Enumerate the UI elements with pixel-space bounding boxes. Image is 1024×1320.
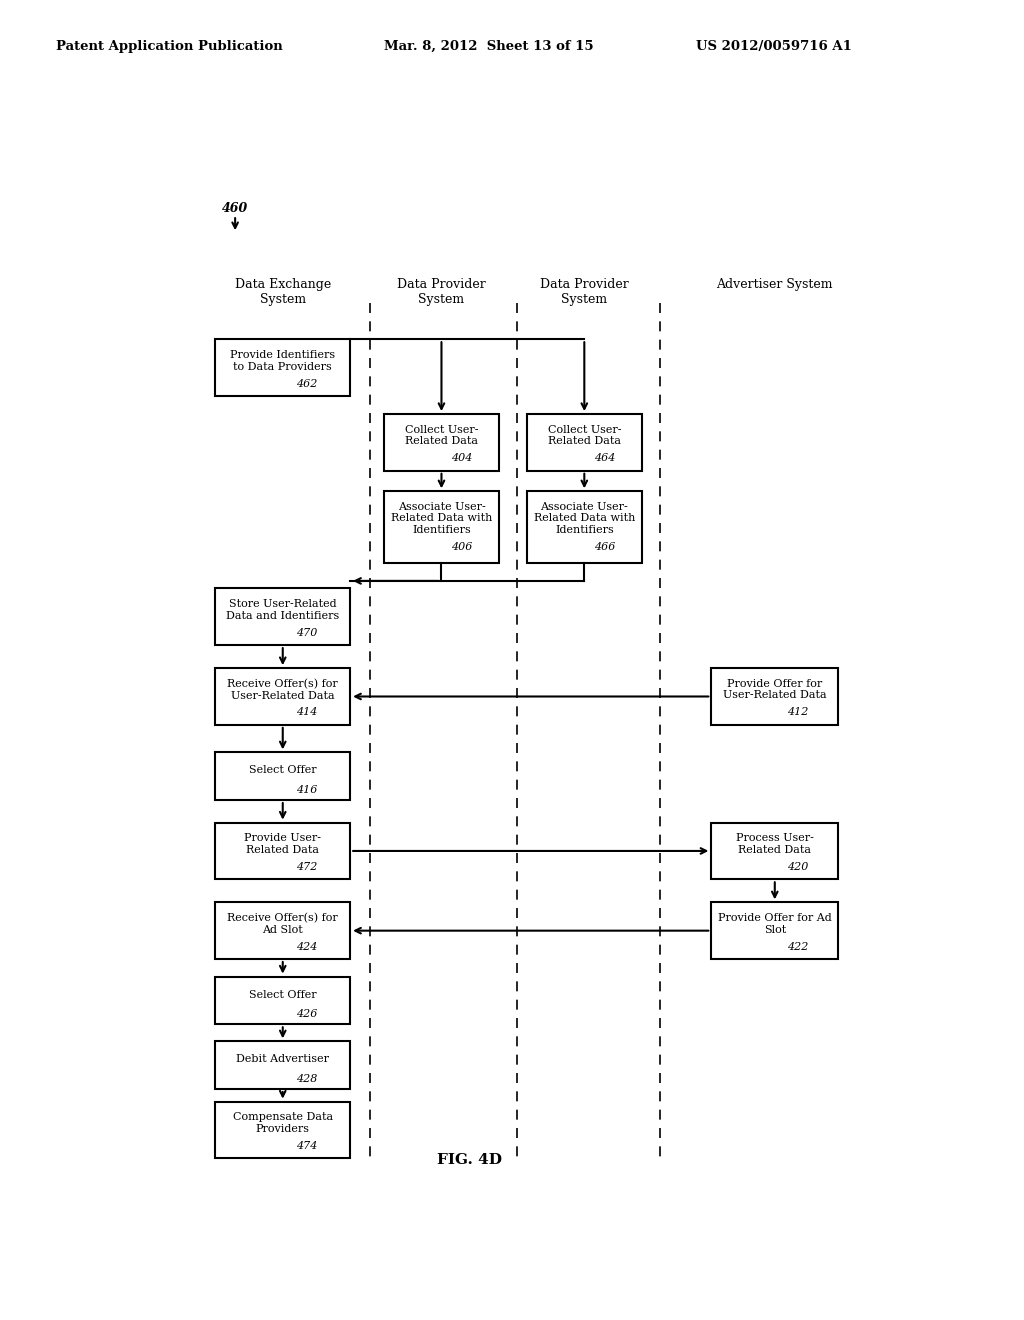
Text: 422: 422 — [787, 941, 808, 952]
Bar — [215, 752, 350, 800]
Text: 466: 466 — [594, 543, 615, 552]
Bar — [215, 339, 350, 396]
Text: 464: 464 — [594, 453, 615, 463]
Text: Mar. 8, 2012  Sheet 13 of 15: Mar. 8, 2012 Sheet 13 of 15 — [384, 40, 594, 53]
Text: Advertiser System: Advertiser System — [717, 279, 834, 290]
Text: 412: 412 — [787, 708, 808, 717]
Text: Associate User-
Related Data with
Identifiers: Associate User- Related Data with Identi… — [391, 502, 493, 535]
Bar — [526, 414, 642, 471]
Text: 462: 462 — [296, 379, 317, 388]
Bar — [215, 903, 350, 960]
Text: Select Offer: Select Offer — [249, 766, 316, 775]
Bar — [215, 822, 350, 879]
Bar — [215, 589, 350, 645]
Text: 428: 428 — [296, 1073, 317, 1084]
Text: Provide User-
Related Data: Provide User- Related Data — [245, 833, 322, 855]
Text: Receive Offer(s) for
User-Related Data: Receive Offer(s) for User-Related Data — [227, 678, 338, 701]
Bar — [384, 414, 499, 471]
Text: 404: 404 — [452, 453, 473, 463]
Text: Data Provider
System: Data Provider System — [397, 279, 485, 306]
Bar — [215, 977, 350, 1024]
Text: Provide Offer for Ad
Slot: Provide Offer for Ad Slot — [718, 913, 831, 935]
Bar — [712, 822, 839, 879]
Text: US 2012/0059716 A1: US 2012/0059716 A1 — [696, 40, 852, 53]
Text: Collect User-
Related Data: Collect User- Related Data — [404, 425, 478, 446]
Text: 420: 420 — [787, 862, 808, 871]
Text: FIG. 4D: FIG. 4D — [437, 1152, 502, 1167]
Text: 460: 460 — [221, 202, 248, 215]
Text: 424: 424 — [296, 941, 317, 952]
Bar — [712, 668, 839, 725]
Text: 414: 414 — [296, 708, 317, 717]
Bar — [384, 491, 499, 562]
Text: Debit Advertiser: Debit Advertiser — [237, 1055, 330, 1064]
Text: Data Provider
System: Data Provider System — [540, 279, 629, 306]
Text: Provide Offer for
User-Related Data: Provide Offer for User-Related Data — [723, 678, 826, 701]
Text: Compensate Data
Providers: Compensate Data Providers — [232, 1113, 333, 1134]
Text: Select Offer: Select Offer — [249, 990, 316, 999]
Text: 472: 472 — [296, 862, 317, 871]
Text: 474: 474 — [296, 1140, 317, 1151]
Text: Process User-
Related Data: Process User- Related Data — [736, 833, 814, 855]
Text: Associate User-
Related Data with
Identifiers: Associate User- Related Data with Identi… — [534, 502, 635, 535]
Text: 406: 406 — [452, 543, 473, 552]
Text: 426: 426 — [296, 1008, 317, 1019]
Bar — [215, 1102, 350, 1159]
Text: Receive Offer(s) for
Ad Slot: Receive Offer(s) for Ad Slot — [227, 913, 338, 935]
Bar — [215, 1041, 350, 1089]
Text: Collect User-
Related Data: Collect User- Related Data — [548, 425, 622, 446]
Text: Patent Application Publication: Patent Application Publication — [56, 40, 283, 53]
Bar — [712, 903, 839, 960]
Text: Provide Identifiers
to Data Providers: Provide Identifiers to Data Providers — [230, 350, 335, 372]
Text: Data Exchange
System: Data Exchange System — [234, 279, 331, 306]
Text: 470: 470 — [296, 628, 317, 638]
Text: 416: 416 — [296, 784, 317, 795]
Bar — [526, 491, 642, 562]
Text: Store User-Related
Data and Identifiers: Store User-Related Data and Identifiers — [226, 599, 339, 620]
Bar — [215, 668, 350, 725]
